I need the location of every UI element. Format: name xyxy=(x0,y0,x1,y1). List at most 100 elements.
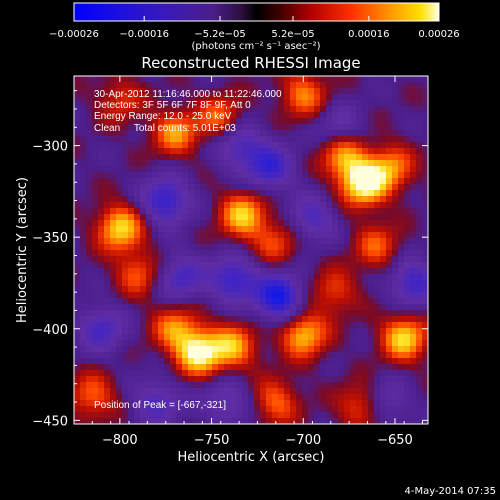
heatmap-cell xyxy=(230,370,237,377)
heatmap-cell xyxy=(230,208,237,215)
heatmap-cell xyxy=(218,268,225,275)
heatmap-cell xyxy=(146,244,153,251)
heatmap-cell xyxy=(218,94,225,101)
heatmap-cell xyxy=(302,220,309,227)
heatmap-cell xyxy=(182,232,189,239)
heatmap-cell xyxy=(308,316,315,323)
heatmap-cell xyxy=(98,154,105,161)
heatmap-cell xyxy=(128,262,135,269)
heatmap-cell xyxy=(158,298,165,305)
heatmap-cell xyxy=(332,232,339,239)
heatmap-cell xyxy=(290,184,297,191)
heatmap-cell xyxy=(266,220,273,227)
heatmap-cell xyxy=(350,244,357,251)
heatmap-cell xyxy=(140,262,147,269)
heatmap-cell xyxy=(308,220,315,227)
heatmap-cell xyxy=(200,196,207,203)
heatmap-cell xyxy=(332,274,339,281)
heatmap-cell xyxy=(278,412,285,419)
heatmap-cell xyxy=(242,214,249,221)
heatmap-cell xyxy=(158,280,165,287)
heatmap-cell xyxy=(104,304,111,311)
heatmap-cell xyxy=(326,94,333,101)
heatmap-cell xyxy=(122,352,129,359)
heatmap-cell xyxy=(98,232,105,239)
heatmap-cell xyxy=(164,340,171,347)
heatmap-cell xyxy=(242,232,249,239)
heatmap-cell xyxy=(122,232,129,239)
heatmap-cell xyxy=(176,406,183,413)
heatmap-cell xyxy=(350,334,357,341)
heatmap-cell xyxy=(248,322,255,329)
heatmap-cell xyxy=(116,76,123,83)
heatmap-cell xyxy=(128,340,135,347)
heatmap-cell xyxy=(368,280,375,287)
heatmap-cell xyxy=(260,370,267,377)
heatmap-cell xyxy=(392,412,399,419)
heatmap-cell xyxy=(74,106,81,113)
heatmap-cell xyxy=(278,382,285,389)
heatmap-cell xyxy=(308,250,315,257)
heatmap-cell xyxy=(158,286,165,293)
heatmap-cell xyxy=(332,406,339,413)
heatmap-cell xyxy=(140,316,147,323)
heatmap-cell xyxy=(386,316,393,323)
heatmap-cell xyxy=(104,292,111,299)
heatmap-cell xyxy=(290,304,297,311)
heatmap-cell xyxy=(296,130,303,137)
heatmap-cell xyxy=(404,160,411,167)
heatmap-cell xyxy=(362,328,369,335)
heatmap-cell xyxy=(92,364,99,371)
heatmap-cell xyxy=(140,412,147,419)
heatmap-cell xyxy=(248,280,255,287)
heatmap-cell xyxy=(170,316,177,323)
heatmap-cell xyxy=(134,130,141,137)
heatmap-cell xyxy=(422,178,428,185)
heatmap-cell xyxy=(326,388,333,395)
heatmap-cell xyxy=(284,130,291,137)
heatmap-cell xyxy=(362,376,369,383)
heatmap-cell xyxy=(278,76,285,83)
heatmap-cell xyxy=(350,394,357,401)
heatmap-cell xyxy=(386,322,393,329)
heatmap-cell xyxy=(104,364,111,371)
heatmap-cell xyxy=(236,118,243,125)
heatmap-cell xyxy=(344,334,351,341)
heatmap-cell xyxy=(218,406,225,413)
heatmap-cell xyxy=(410,226,417,233)
heatmap-cell xyxy=(290,394,297,401)
heatmap-cell xyxy=(404,328,411,335)
heatmap-cell xyxy=(368,400,375,407)
heatmap-cell xyxy=(236,136,243,143)
heatmap-cell xyxy=(104,112,111,119)
heatmap-cell xyxy=(290,76,297,83)
heatmap-cell xyxy=(200,190,207,197)
heatmap-cell xyxy=(230,364,237,371)
heatmap-cell xyxy=(98,94,105,101)
heatmap-cell xyxy=(308,376,315,383)
heatmap-cell xyxy=(152,340,159,347)
heatmap-cell xyxy=(98,244,105,251)
heatmap-cell xyxy=(380,382,387,389)
heatmap-cell xyxy=(380,172,387,179)
heatmap-cell xyxy=(152,400,159,407)
heatmap-cell xyxy=(152,172,159,179)
heatmap-cell xyxy=(332,352,339,359)
heatmap-cell xyxy=(272,310,279,317)
heatmap-cell xyxy=(206,184,213,191)
heatmap-cell xyxy=(350,148,357,155)
heatmap-cell xyxy=(242,166,249,173)
heatmap-cell xyxy=(248,406,255,413)
heatmap-cell xyxy=(224,76,231,83)
heatmap-cell xyxy=(308,268,315,275)
heatmap-cell xyxy=(302,274,309,281)
heatmap-cell xyxy=(380,322,387,329)
heatmap-cell xyxy=(212,346,219,353)
heatmap-cell xyxy=(194,184,201,191)
heatmap-cell xyxy=(422,202,428,209)
heatmap-cell xyxy=(134,256,141,263)
heatmap-cell xyxy=(206,196,213,203)
heatmap-cell xyxy=(194,172,201,179)
heatmap-cell xyxy=(98,328,105,335)
heatmap-cell xyxy=(260,166,267,173)
